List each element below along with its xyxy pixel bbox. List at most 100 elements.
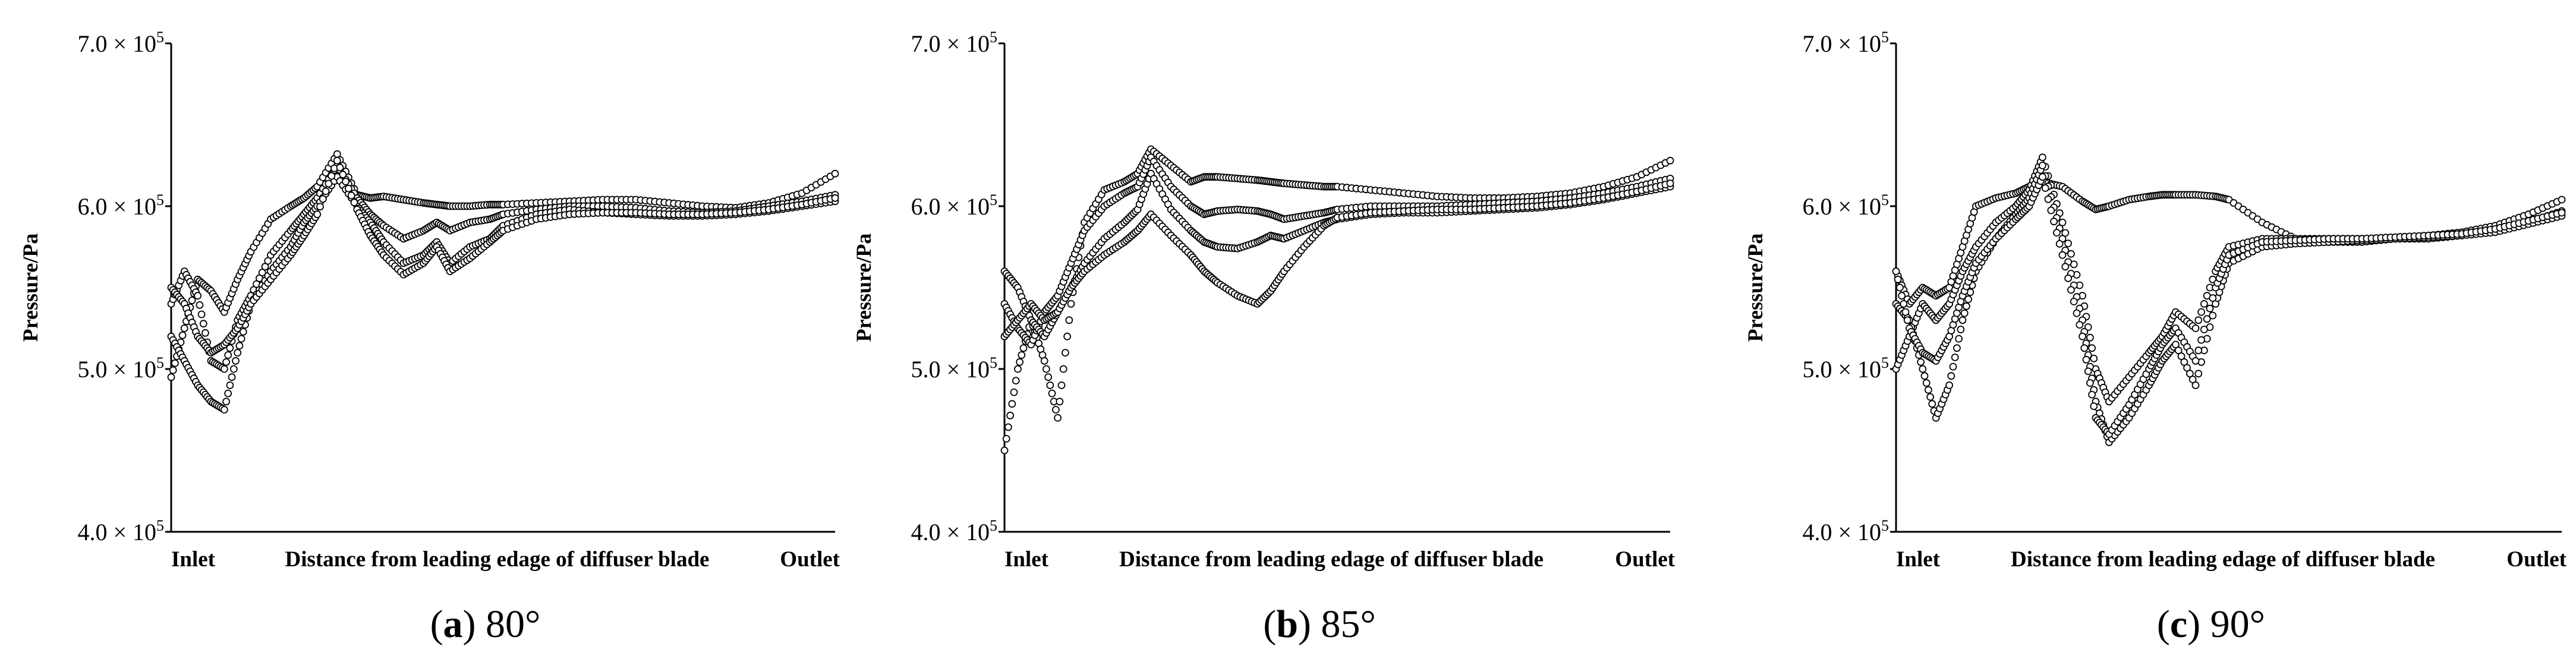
data-point bbox=[2044, 195, 2052, 203]
y-axis-label: Pressure/Pa bbox=[1743, 234, 1767, 342]
y-axis-label: Pressure/Pa bbox=[852, 234, 876, 342]
data-point bbox=[2191, 324, 2200, 332]
data-point bbox=[220, 365, 228, 373]
data-point bbox=[1955, 335, 1963, 343]
data-point bbox=[339, 171, 347, 179]
data-point bbox=[345, 184, 352, 193]
data-point bbox=[2088, 390, 2096, 399]
data-point bbox=[1010, 388, 1018, 396]
data-point bbox=[169, 366, 177, 374]
data-point bbox=[1962, 302, 1970, 310]
data-series bbox=[167, 162, 839, 373]
data-point bbox=[196, 301, 204, 309]
y-tick-label: 5.0 × 105 bbox=[77, 354, 164, 383]
y-tick-label: 7.0 × 105 bbox=[77, 29, 164, 57]
data-point bbox=[188, 297, 196, 304]
data-point bbox=[2191, 381, 2200, 389]
chart-panel: 4.0 × 105 5.0 × 105 6.0 × 105 7.0 × 105 Pres… bbox=[1743, 29, 2567, 646]
data-point bbox=[232, 357, 240, 365]
data-point bbox=[197, 310, 206, 318]
data-point bbox=[1951, 354, 1959, 361]
data-point bbox=[2191, 357, 2200, 365]
data-point bbox=[1006, 411, 1014, 420]
data-point bbox=[1903, 316, 1911, 324]
data-point bbox=[1953, 344, 1961, 352]
data-point bbox=[327, 172, 336, 180]
data-point bbox=[1928, 400, 1936, 408]
caption-angle: 80° bbox=[486, 603, 540, 646]
x-axis-label-inlet: Inlet bbox=[1004, 547, 1049, 572]
data-point bbox=[2080, 344, 2089, 352]
data-point bbox=[2188, 376, 2197, 383]
data-point bbox=[2047, 206, 2055, 215]
data-point bbox=[831, 194, 839, 202]
y-tick-label: 4.0 × 105 bbox=[77, 517, 164, 545]
data-point bbox=[2183, 364, 2191, 372]
data-point bbox=[2088, 344, 2096, 352]
x-axis-label: Distance from leading edage of diffuser … bbox=[285, 547, 710, 572]
data-point bbox=[2038, 173, 2046, 181]
data-point bbox=[2058, 218, 2067, 226]
data-point bbox=[234, 349, 242, 357]
data-point bbox=[2200, 299, 2208, 308]
data-point bbox=[2174, 346, 2183, 355]
y-axis-label: Pressure/Pa bbox=[18, 234, 42, 342]
data-point bbox=[1924, 386, 1932, 394]
data-point bbox=[333, 156, 341, 165]
data-point bbox=[167, 373, 175, 381]
data-point bbox=[1926, 393, 1935, 401]
data-point bbox=[171, 359, 179, 367]
data-series bbox=[167, 156, 839, 357]
x-axis-label-outlet: Outlet bbox=[780, 547, 840, 572]
data-point bbox=[1046, 381, 1054, 389]
data-point bbox=[1901, 308, 1910, 316]
data-point bbox=[1063, 332, 1071, 340]
data-point bbox=[2052, 229, 2061, 237]
data-point bbox=[2194, 346, 2203, 355]
chart-panel: 4.0 × 105 5.0 × 105 6.0 × 105 7.0 × 105 Pres… bbox=[18, 29, 840, 646]
data-point bbox=[1067, 299, 1075, 308]
data-point bbox=[1048, 389, 1056, 398]
x-axis-label-outlet: Outlet bbox=[2506, 547, 2566, 572]
data-point bbox=[180, 324, 188, 332]
data-series bbox=[1000, 153, 1674, 349]
data-point bbox=[322, 187, 330, 195]
data-point bbox=[237, 335, 245, 343]
data-point bbox=[1919, 365, 1927, 373]
data-series bbox=[1892, 153, 2566, 406]
data-point bbox=[239, 328, 247, 336]
data-point bbox=[2086, 333, 2094, 342]
data-point bbox=[2064, 239, 2073, 248]
data-point bbox=[2070, 298, 2078, 305]
data-point bbox=[2055, 239, 2064, 248]
data-point bbox=[2058, 251, 2067, 259]
data-series bbox=[1892, 173, 2566, 438]
y-tick-label: 6.0 × 105 bbox=[1802, 191, 1889, 220]
data-point bbox=[2177, 352, 2185, 360]
y-tick-label: 5.0 × 105 bbox=[911, 354, 997, 383]
data-point bbox=[2076, 321, 2084, 329]
chart-panel: 4.0 × 105 5.0 × 105 6.0 × 105 7.0 × 105 Pres… bbox=[852, 29, 1676, 646]
y-tick-label: 6.0 × 105 bbox=[911, 191, 997, 220]
data-point bbox=[2067, 286, 2075, 294]
data-point bbox=[350, 198, 358, 207]
data-point bbox=[316, 203, 324, 211]
data-series bbox=[1000, 145, 1674, 455]
data-point bbox=[1043, 365, 1050, 373]
data-point bbox=[1000, 446, 1009, 455]
data-point bbox=[1666, 179, 1674, 188]
data-point bbox=[1960, 309, 1969, 317]
data-point bbox=[2064, 274, 2073, 282]
data-point bbox=[1894, 275, 1902, 283]
data-point bbox=[347, 191, 355, 200]
data-point bbox=[1957, 326, 1965, 333]
data-point bbox=[199, 320, 207, 328]
data-point bbox=[2067, 250, 2075, 258]
data-point bbox=[342, 178, 349, 185]
data-point bbox=[2197, 336, 2206, 344]
data-point bbox=[1922, 379, 1931, 387]
data-point bbox=[2200, 326, 2208, 333]
data-point bbox=[2061, 263, 2070, 271]
data-point bbox=[226, 381, 234, 389]
data-point bbox=[1057, 381, 1066, 389]
